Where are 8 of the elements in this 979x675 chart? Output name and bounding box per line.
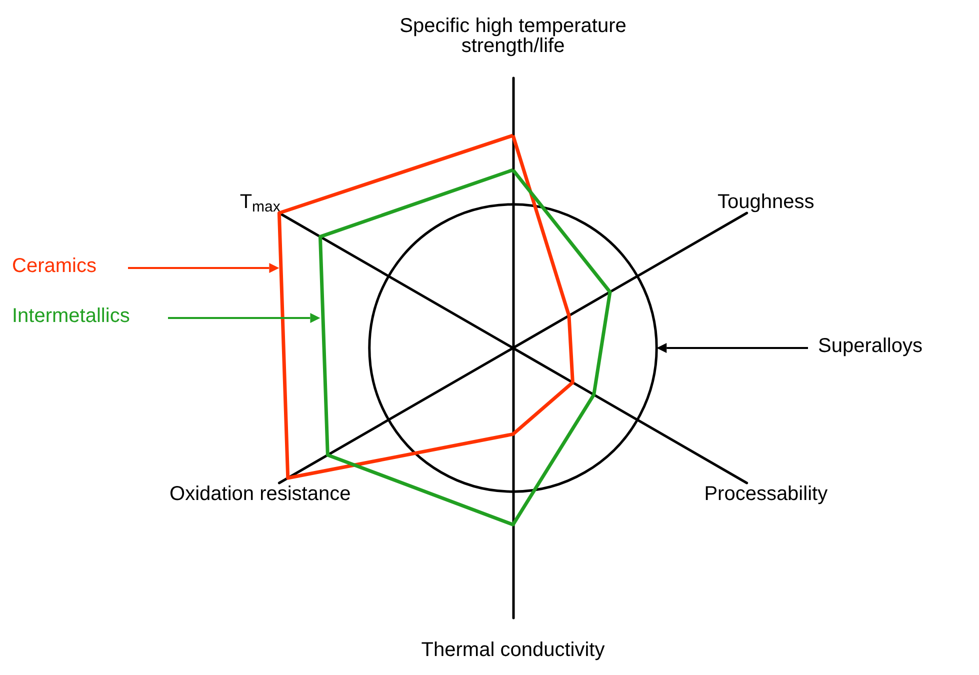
text: Intermetallics	[12, 305, 130, 327]
text: Ceramics	[12, 255, 96, 277]
spoke-label: Thermal conductivity	[421, 639, 605, 661]
spoke-label: Oxidation resistance	[170, 483, 351, 505]
spoke-label: Toughness	[718, 191, 814, 213]
text: Superalloys	[818, 335, 923, 357]
spoke-label: Processability	[704, 483, 828, 505]
spoke-label: Specific high temperature strength/life	[400, 15, 626, 57]
